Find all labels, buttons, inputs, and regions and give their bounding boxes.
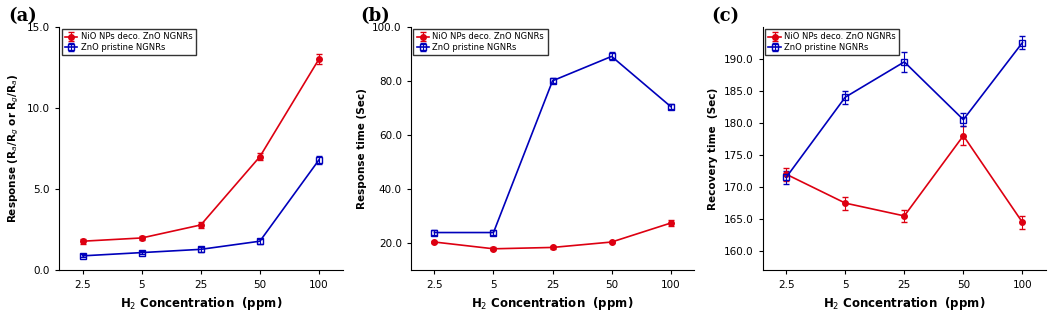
X-axis label: H$_2$ Concentration  (ppm): H$_2$ Concentration (ppm) [120,295,282,312]
X-axis label: H$_2$ Concentration  (ppm): H$_2$ Concentration (ppm) [823,295,986,312]
Text: (b): (b) [360,7,390,25]
Text: (c): (c) [712,7,739,25]
Y-axis label: Response (R$_a$/R$_g$ or R$_g$/R$_a$): Response (R$_a$/R$_g$ or R$_g$/R$_a$) [7,74,21,223]
X-axis label: H$_2$ Concentration  (ppm): H$_2$ Concentration (ppm) [472,295,634,312]
Text: (a): (a) [8,7,37,25]
Legend: NiO NPs deco. ZnO NGNRs, ZnO pristine NGNRs: NiO NPs deco. ZnO NGNRs, ZnO pristine NG… [61,29,196,56]
Y-axis label: Response time (Sec): Response time (Sec) [357,88,366,209]
Legend: NiO NPs deco. ZnO NGNRs, ZnO pristine NGNRs: NiO NPs deco. ZnO NGNRs, ZnO pristine NG… [766,29,899,56]
Y-axis label: Recovery time  (Sec): Recovery time (Sec) [709,87,718,210]
Legend: NiO NPs deco. ZnO NGNRs, ZnO pristine NGNRs: NiO NPs deco. ZnO NGNRs, ZnO pristine NG… [413,29,548,56]
